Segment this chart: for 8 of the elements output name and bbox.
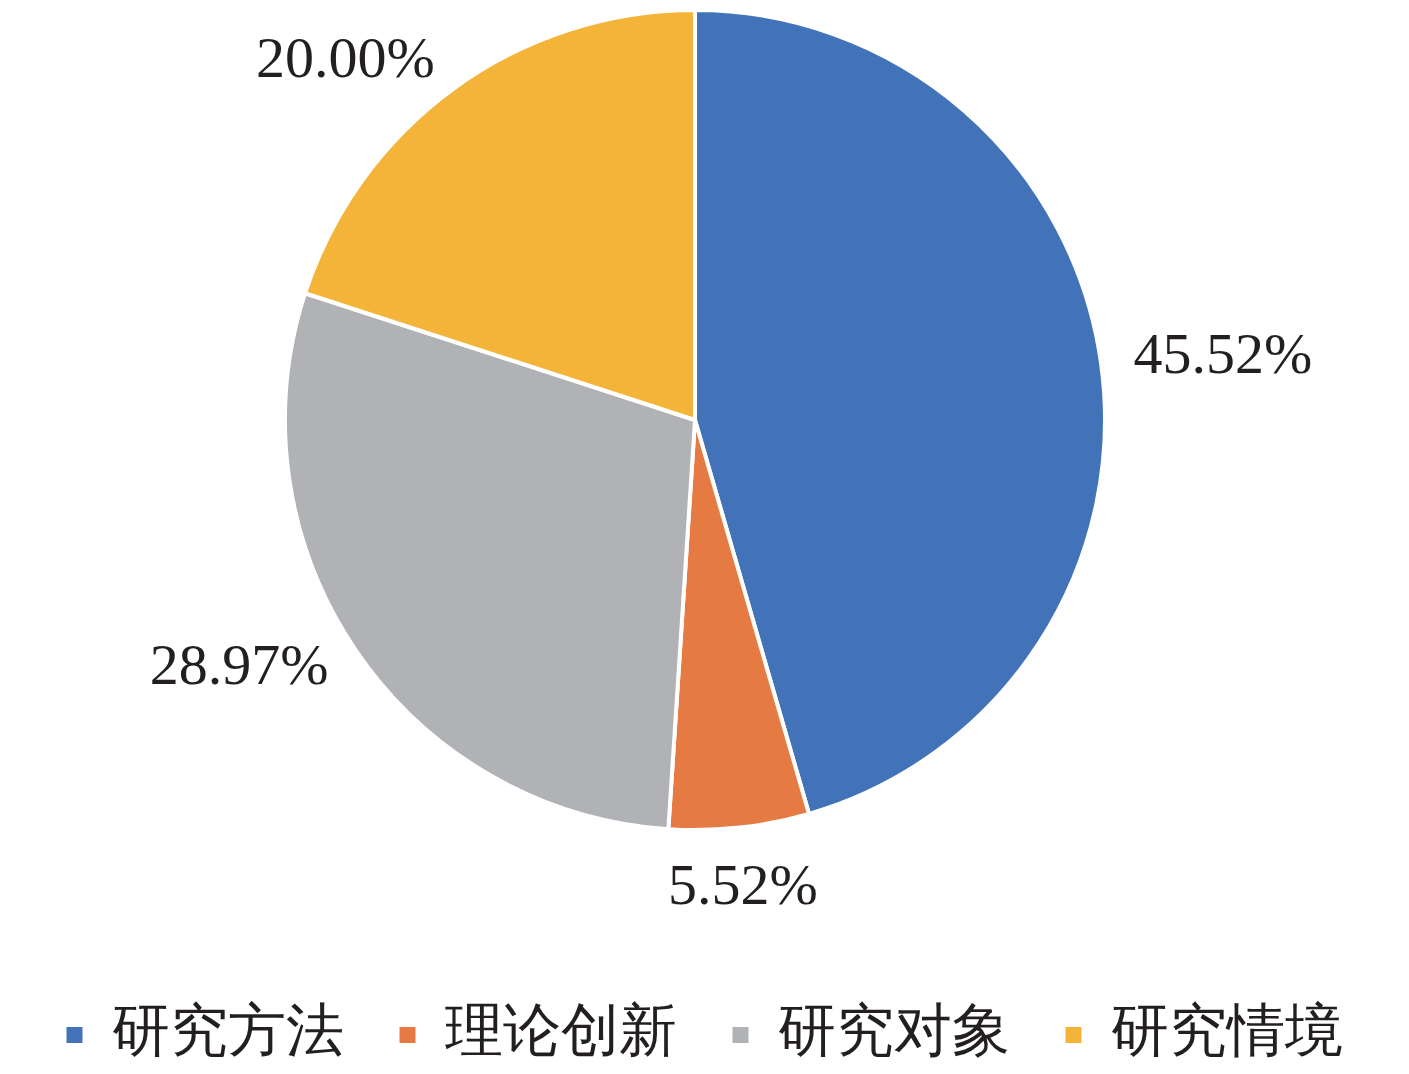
data-label: 20.00% [255,24,435,90]
data-label: 28.97% [149,631,329,697]
legend-label: 研究情境 [1110,996,1343,1065]
legend-label: 研究方法 [111,996,344,1065]
data-label: 5.52% [667,852,818,918]
data-label: 45.52% [1133,321,1313,387]
legend-label: 理论创新 [444,996,677,1065]
legend-label: 研究对象 [777,996,1010,1065]
